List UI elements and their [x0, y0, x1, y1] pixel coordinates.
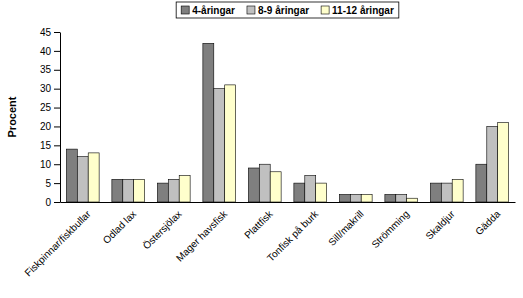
tick-mark: [54, 89, 60, 90]
bar: [168, 179, 179, 202]
tick-label: 40: [40, 46, 52, 57]
bar: [407, 198, 418, 202]
tick-label: 20: [40, 121, 52, 132]
bar: [248, 168, 259, 202]
tick-mark: [54, 145, 60, 146]
bar: [316, 183, 327, 202]
y-axis: 0 5 10 15 20 25 30 35 40 45: [40, 27, 61, 208]
tick: Plattfisk: [242, 208, 275, 241]
legend-item: 8-9 åringar: [247, 5, 309, 16]
tick-label: 25: [40, 102, 52, 113]
legend-label: 11-12 åringar: [332, 5, 394, 16]
bar: [361, 194, 372, 202]
tick-mark: [54, 126, 60, 127]
tick: 10: [40, 159, 60, 170]
bar: [487, 126, 498, 202]
tick-label: Strömming: [369, 208, 411, 250]
tick-mark: [54, 32, 60, 33]
chart: 0 5 10 15 20 25 30 35 40 45 Fiskpinnar/fiskbullarO…: [0, 0, 523, 298]
tick: 25: [40, 102, 60, 113]
bar: [134, 179, 145, 202]
legend-label: 8-9 åringar: [258, 5, 309, 16]
y-label: Procent: [6, 96, 18, 137]
tick-label: 5: [45, 178, 51, 189]
legend-swatch: [247, 6, 255, 14]
bar: [259, 164, 270, 202]
bar: [441, 183, 452, 202]
tick-label: 0: [45, 197, 51, 208]
legend-label: 4-åringar: [192, 5, 235, 16]
bar: [77, 157, 88, 202]
legend-swatch: [321, 6, 329, 14]
bar: [123, 179, 134, 202]
tick-mark: [54, 51, 60, 52]
bar: [157, 183, 168, 202]
legend: 4-åringar 8-9 åringar 11-12 åringar: [176, 2, 399, 18]
tick: Mager havsfisk: [174, 208, 230, 264]
axis-line: [61, 202, 516, 203]
bar: [66, 149, 77, 202]
legend-swatch: [181, 6, 189, 14]
tick: Strömming: [369, 208, 411, 250]
tick-label: Fiskpinnar/fiskbullar: [22, 208, 93, 279]
tick-label: Sill/makrill: [326, 208, 366, 248]
tick: 45: [40, 27, 60, 38]
bar: [225, 85, 236, 202]
plot: 0 5 10 15 20 25 30 35 40 45 Fiskpinnar/fiskbullarO…: [22, 27, 515, 279]
tick-label: Odlad lax: [101, 208, 139, 246]
tick: Östersjölax: [141, 208, 184, 251]
bars: [66, 43, 508, 202]
bar: [452, 179, 463, 202]
bar: [294, 183, 305, 202]
tick-label: 45: [40, 27, 52, 38]
bar: [203, 43, 214, 202]
tick: 20: [40, 121, 60, 132]
bar: [305, 176, 316, 202]
tick: Odlad lax: [101, 208, 139, 246]
tick-label: Plattfisk: [242, 208, 275, 241]
bar: [498, 123, 509, 202]
bar: [430, 183, 441, 202]
tick: Skaldjur: [423, 208, 457, 242]
tick: 15: [40, 140, 60, 151]
bar: [396, 194, 407, 202]
tick-label: 10: [40, 159, 52, 170]
tick: Gädda: [473, 208, 502, 237]
tick: Sill/makrill: [326, 208, 366, 248]
tick-label: 35: [40, 64, 52, 75]
tick-label: Skaldjur: [423, 208, 457, 242]
bar: [214, 89, 225, 202]
bar: [88, 153, 99, 202]
bar: [476, 164, 487, 202]
tick-label: 30: [40, 83, 52, 94]
axis-line: [60, 33, 61, 203]
tick-mark: [54, 164, 60, 165]
tick-mark: [54, 183, 60, 184]
tick-label: Gädda: [473, 208, 502, 237]
tick: 30: [40, 83, 60, 94]
tick: 5: [45, 178, 60, 189]
tick-mark: [54, 108, 60, 109]
tick-mark: [54, 202, 60, 203]
bar: [270, 172, 281, 202]
tick-label: Östersjölax: [141, 208, 184, 251]
legend-frame: [176, 2, 399, 18]
bar: [339, 194, 350, 202]
tick-label: 15: [40, 140, 52, 151]
bar: [350, 194, 361, 202]
legend-item: 4-åringar: [181, 5, 235, 16]
tick: 0: [45, 197, 60, 208]
tick: 35: [40, 64, 60, 75]
tick: Fiskpinnar/fiskbullar: [22, 208, 93, 279]
tick-mark: [54, 70, 60, 71]
bar: [112, 179, 123, 202]
bar: [179, 176, 190, 202]
tick: Tonfisk på burk: [265, 208, 321, 264]
tick-label: Mager havsfisk: [174, 208, 230, 264]
tick-label: Tonfisk på burk: [265, 208, 321, 264]
bar: [385, 194, 396, 202]
tick: 40: [40, 46, 60, 57]
legend-item: 11-12 åringar: [321, 5, 394, 16]
x-axis: Fiskpinnar/fiskbullarOdlad laxÖstersjöla…: [22, 203, 515, 279]
